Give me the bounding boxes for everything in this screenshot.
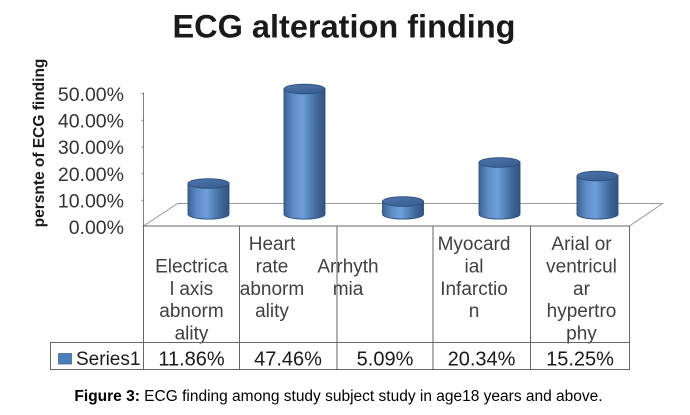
svg-text:0.00%: 0.00% [69, 217, 124, 239]
svg-text:persnte of ECG finding: persnte of ECG finding [31, 59, 48, 228]
svg-text:30.00%: 30.00% [58, 137, 124, 159]
svg-text:40.00%: 40.00% [58, 111, 124, 133]
svg-text:ECG alteration finding: ECG alteration finding [172, 9, 515, 45]
svg-text:20.00%: 20.00% [58, 164, 124, 186]
svg-text:15.25%: 15.25% [546, 349, 614, 371]
svg-text:Figure 3: ECG finding among st: Figure 3: ECG finding among study subjec… [74, 388, 602, 405]
svg-text:Series1: Series1 [76, 349, 140, 370]
svg-text:20.34%: 20.34% [448, 349, 516, 371]
svg-text:10.00%: 10.00% [58, 191, 124, 213]
svg-text:47.46%: 47.46% [254, 349, 322, 371]
svg-text:11.86%: 11.86% [158, 349, 225, 371]
svg-text:5.09%: 5.09% [357, 349, 414, 371]
svg-text:50.00%: 50.00% [58, 84, 124, 106]
